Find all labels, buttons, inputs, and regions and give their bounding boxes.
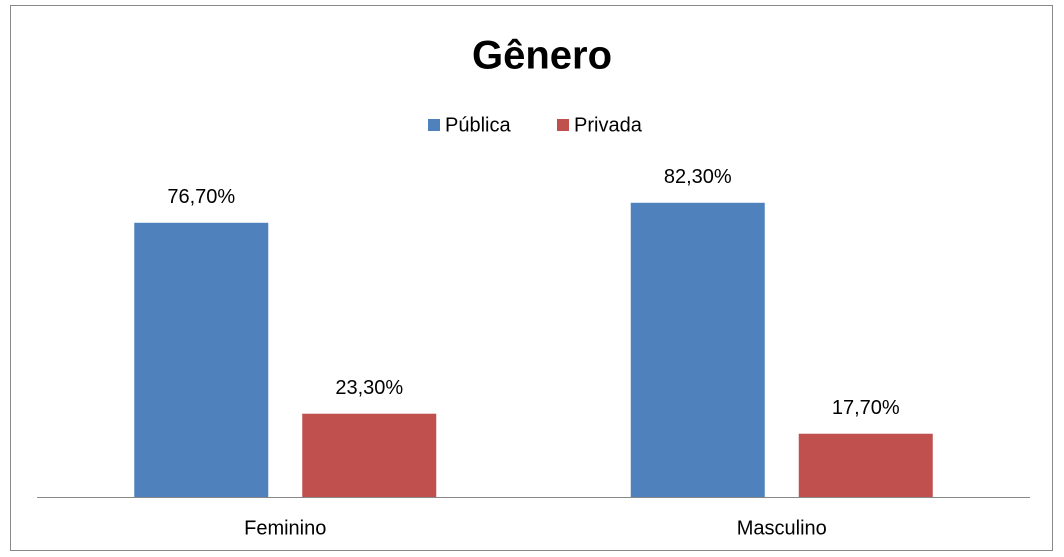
- x-tick-label: Feminino: [244, 517, 326, 539]
- legend-swatch: [557, 119, 569, 131]
- x-tick-label: Masculino: [737, 517, 827, 539]
- bar: [134, 222, 269, 498]
- legend-swatch: [428, 119, 440, 131]
- chart-title: Gênero: [472, 34, 612, 78]
- bar: [630, 202, 765, 497]
- data-label: 82,30%: [664, 166, 732, 188]
- bar: [302, 413, 437, 497]
- data-label: 23,30%: [335, 377, 403, 399]
- legend-label: Pública: [445, 114, 511, 136]
- bar: [798, 433, 933, 497]
- data-label: 76,70%: [167, 186, 235, 208]
- data-label: 17,70%: [832, 397, 900, 419]
- legend-label: Privada: [574, 114, 643, 136]
